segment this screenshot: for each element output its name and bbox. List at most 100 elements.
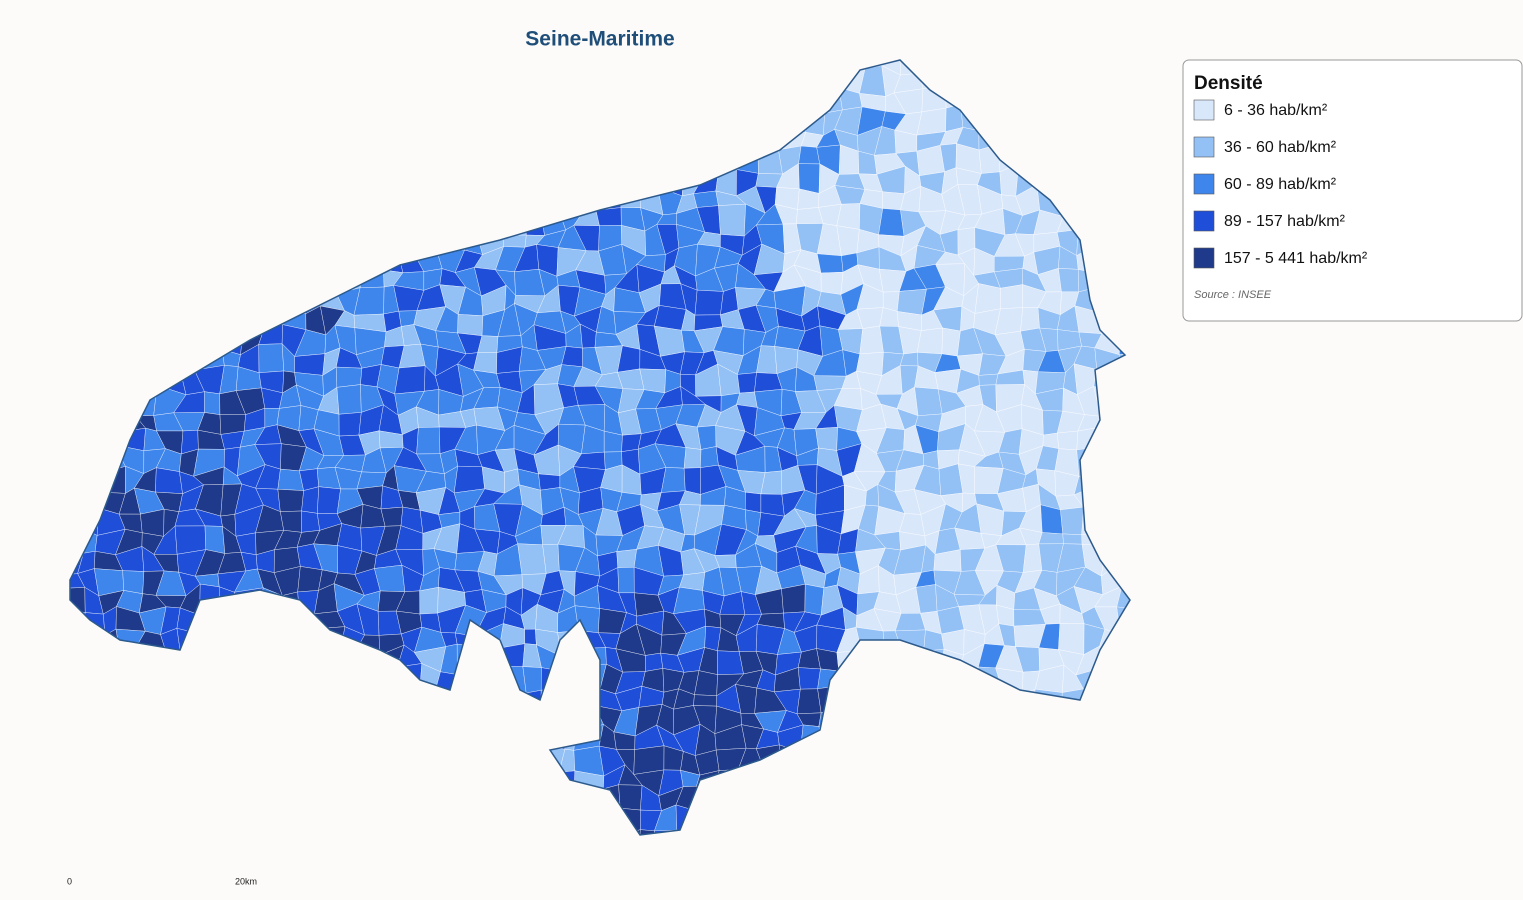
commune — [945, 104, 964, 132]
commune — [1118, 224, 1130, 250]
commune — [354, 208, 384, 236]
commune — [513, 784, 543, 816]
commune — [1078, 65, 1105, 92]
commune — [118, 103, 136, 135]
commune — [70, 526, 84, 554]
commune — [815, 426, 838, 451]
commune — [433, 63, 463, 87]
commune — [85, 153, 104, 167]
commune — [1114, 244, 1130, 268]
commune — [70, 823, 86, 835]
commune — [194, 152, 225, 166]
commune — [159, 345, 179, 369]
commune — [1058, 710, 1084, 731]
commune — [336, 384, 362, 415]
commune — [1134, 228, 1164, 247]
commune — [574, 60, 604, 68]
commune — [653, 145, 687, 173]
commune — [494, 60, 522, 77]
commune — [261, 152, 284, 172]
commune — [454, 67, 480, 90]
commune — [220, 144, 246, 167]
commune — [954, 811, 979, 835]
commune — [375, 690, 404, 716]
commune — [80, 723, 97, 754]
commune — [1136, 349, 1156, 372]
commune — [919, 783, 944, 815]
commune — [699, 125, 725, 151]
commune — [503, 732, 516, 755]
commune — [1157, 450, 1182, 470]
commune — [70, 423, 84, 457]
commune — [755, 66, 782, 90]
commune — [70, 666, 81, 696]
commune — [837, 811, 860, 833]
commune — [214, 812, 246, 833]
commune — [615, 130, 643, 153]
commune — [180, 764, 206, 793]
commune — [133, 60, 165, 74]
commune — [974, 283, 1001, 314]
commune — [873, 724, 905, 748]
commune — [303, 60, 326, 72]
commune — [413, 164, 445, 191]
commune — [234, 183, 262, 217]
commune — [273, 186, 301, 214]
commune — [177, 729, 203, 755]
commune — [1120, 125, 1130, 152]
commune — [1141, 788, 1160, 814]
commune — [214, 785, 246, 816]
commune — [1039, 825, 1067, 835]
commune — [1137, 453, 1158, 475]
commune — [820, 271, 844, 295]
commune — [204, 391, 221, 415]
commune — [479, 753, 507, 776]
commune — [513, 728, 541, 748]
commune — [140, 726, 164, 753]
commune — [382, 148, 395, 169]
commune — [1156, 631, 1181, 654]
commune — [161, 88, 179, 112]
commune — [374, 724, 405, 752]
commune — [394, 83, 427, 116]
commune — [755, 744, 780, 772]
commune — [1114, 829, 1130, 835]
commune — [156, 169, 183, 194]
commune — [256, 190, 279, 217]
commune — [70, 724, 86, 754]
commune — [594, 825, 619, 835]
commune — [73, 765, 105, 793]
commune — [1114, 743, 1130, 775]
commune — [157, 783, 187, 812]
commune — [159, 706, 187, 736]
commune — [1078, 183, 1101, 206]
commune — [218, 827, 244, 835]
commune — [175, 327, 205, 354]
commune — [677, 125, 707, 151]
commune — [280, 648, 302, 677]
legend-label: 6 - 36 hab/km² — [1224, 102, 1328, 119]
commune — [156, 123, 187, 152]
commune — [876, 766, 900, 793]
commune — [781, 583, 806, 614]
commune — [135, 85, 164, 112]
commune — [524, 769, 542, 796]
commune — [1141, 467, 1157, 489]
commune — [957, 666, 981, 694]
commune — [236, 60, 266, 70]
commune — [615, 108, 643, 135]
commune — [1156, 365, 1181, 397]
commune — [1154, 268, 1180, 296]
commune — [681, 60, 696, 76]
commune — [956, 763, 987, 791]
commune — [458, 129, 478, 153]
commune — [265, 724, 284, 754]
commune — [133, 808, 166, 833]
commune — [175, 349, 206, 371]
commune — [295, 728, 326, 755]
commune — [116, 766, 141, 797]
commune — [354, 765, 379, 797]
commune — [277, 724, 297, 755]
commune — [477, 768, 507, 796]
commune — [299, 204, 324, 236]
